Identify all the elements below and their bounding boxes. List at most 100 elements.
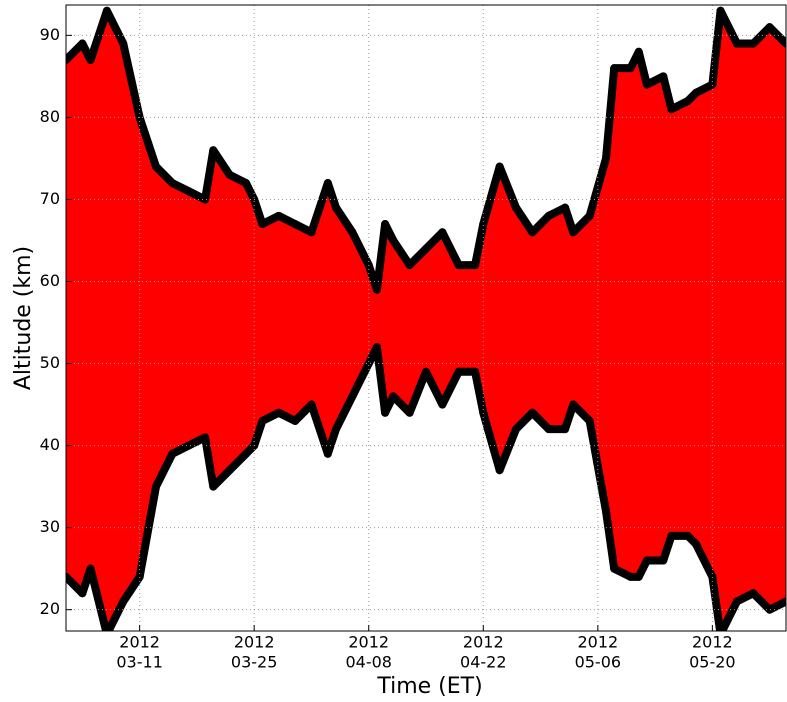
- point: [708, 80, 717, 89]
- x-tick-label: 2012: [463, 633, 504, 652]
- x-tick-label: 05-06: [575, 653, 622, 672]
- point: [634, 47, 643, 56]
- point: [119, 39, 128, 48]
- point: [405, 408, 414, 417]
- y-tick-label: 80: [40, 107, 60, 126]
- point: [201, 195, 210, 204]
- point: [732, 597, 741, 606]
- x-tick-label: 05-20: [689, 653, 736, 672]
- point: [602, 507, 610, 516]
- point: [168, 179, 177, 188]
- point: [692, 88, 700, 97]
- x-tick-label: 04-22: [460, 653, 507, 672]
- point: [438, 400, 447, 409]
- point: [242, 179, 250, 188]
- x-tick-label: 03-25: [231, 653, 278, 672]
- y-tick-label: 60: [40, 271, 60, 290]
- point: [332, 425, 340, 434]
- point: [512, 425, 520, 434]
- point: [544, 425, 553, 434]
- point: [471, 261, 480, 270]
- point: [78, 589, 87, 598]
- y-tick-label: 90: [40, 25, 60, 44]
- point: [528, 408, 537, 417]
- point: [708, 572, 717, 581]
- point: [438, 228, 447, 237]
- point: [585, 416, 594, 425]
- point: [209, 482, 218, 491]
- point: [225, 170, 234, 179]
- y-tick-label: 50: [40, 353, 60, 372]
- x-axis-label: Time (ET): [376, 674, 482, 699]
- point: [152, 162, 160, 171]
- point: [454, 367, 463, 376]
- point: [716, 6, 725, 15]
- point: [389, 392, 398, 401]
- point: [659, 72, 668, 81]
- point: [495, 466, 504, 475]
- point: [422, 367, 430, 376]
- x-tick-label: 2012: [234, 633, 275, 652]
- point: [749, 589, 758, 598]
- point: [323, 449, 332, 458]
- point: [512, 203, 520, 212]
- y-tick-label: 70: [40, 189, 60, 208]
- point: [479, 408, 488, 417]
- point: [782, 39, 786, 48]
- point: [152, 482, 160, 491]
- point: [422, 244, 430, 253]
- x-tick-label: 2012: [119, 633, 160, 652]
- point: [242, 449, 250, 458]
- point: [405, 261, 414, 270]
- point: [184, 187, 193, 196]
- point: [782, 597, 786, 606]
- point: [544, 211, 553, 220]
- x-tick-label: 03-11: [116, 653, 163, 672]
- point: [667, 105, 676, 114]
- point: [749, 39, 758, 48]
- point: [307, 228, 316, 237]
- point: [323, 179, 332, 188]
- point: [610, 64, 619, 73]
- point: [381, 408, 390, 417]
- point: [495, 162, 504, 171]
- point: [765, 605, 774, 614]
- x-tick-label: 2012: [692, 633, 733, 652]
- point: [291, 416, 300, 425]
- point: [274, 211, 283, 220]
- point: [692, 540, 700, 549]
- x-tick-label: 2012: [577, 633, 618, 652]
- point: [765, 23, 774, 32]
- point: [561, 425, 570, 434]
- point: [471, 367, 480, 376]
- point: [274, 408, 283, 417]
- point: [168, 449, 177, 458]
- point: [78, 39, 87, 48]
- point: [683, 96, 692, 105]
- point: [683, 531, 692, 540]
- point: [184, 441, 193, 450]
- y-tick-label: 30: [40, 517, 60, 536]
- point: [610, 564, 619, 573]
- point: [626, 572, 635, 581]
- point: [642, 80, 651, 89]
- point: [626, 64, 635, 73]
- point: [381, 220, 390, 229]
- point: [372, 285, 381, 294]
- point: [602, 154, 610, 163]
- point: [119, 597, 128, 606]
- point: [364, 359, 373, 368]
- point: [569, 228, 578, 237]
- y-tick-label: 20: [40, 599, 60, 618]
- point: [634, 572, 643, 581]
- point: [86, 55, 95, 64]
- point: [454, 261, 463, 270]
- point: [307, 400, 316, 409]
- point: [732, 39, 741, 48]
- point: [102, 6, 111, 15]
- point: [201, 433, 210, 442]
- point: [291, 220, 300, 229]
- point: [348, 392, 357, 401]
- point: [66, 55, 70, 64]
